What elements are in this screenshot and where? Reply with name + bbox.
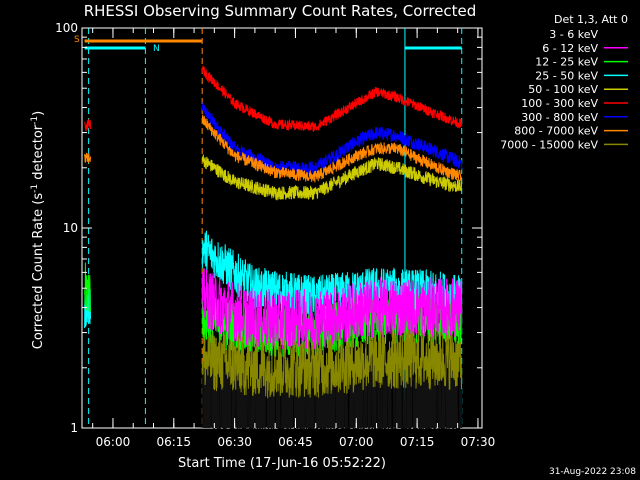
y-axis-label-exp2: -1 <box>30 116 40 125</box>
legend-label: 25 - 50 keV <box>535 69 598 82</box>
x-tick-label: 07:00 <box>339 435 374 449</box>
x-tick-label: 07:30 <box>461 435 496 449</box>
series-layer <box>84 65 463 429</box>
legend-label: 7000 - 15000 keV <box>500 138 598 151</box>
legend-label: 3 - 6 keV <box>549 28 598 41</box>
x-axis-label: Start Time (17-Jun-16 05:52:22) <box>178 456 386 471</box>
series-line-1 <box>201 268 463 350</box>
saa-annotation: S <box>74 35 80 45</box>
series-line-4 <box>201 154 463 201</box>
footer-timestamp: 31-Aug-2022 23:08 <box>549 467 636 477</box>
night-annotation: N <box>153 44 160 54</box>
x-tick-label: 07:15 <box>400 435 435 449</box>
legend-label: 100 - 300 keV <box>521 97 598 110</box>
y-tick-label: 10 <box>63 221 78 235</box>
legend-label: 300 - 800 keV <box>521 111 598 124</box>
legend-label: 50 - 100 keV <box>528 83 598 96</box>
x-tick-label: 06:15 <box>156 435 191 449</box>
y-tick-label: 1 <box>70 421 78 435</box>
series-line-8 <box>201 329 463 399</box>
series-line-5 <box>84 65 463 132</box>
legend-label: 12 - 25 keV <box>535 56 598 69</box>
x-tick-label: 06:30 <box>217 435 252 449</box>
axes-layer: 1 10 100 06:00 06:15 06:30 06:45 07:00 07:15 07:3… <box>55 21 495 449</box>
y-axis-label-main: Corrected Count Rate (s <box>31 193 46 350</box>
y-tick-label: 100 <box>55 21 78 35</box>
y-axis-label-end: ) <box>31 111 46 116</box>
series-line-7 <box>84 114 463 183</box>
legend-label: 6 - 12 keV <box>542 42 598 55</box>
y-axis-label-exp: -1 <box>30 184 40 193</box>
y-axis-label-mid: detector <box>31 124 46 184</box>
legend-label: 800 - 7000 keV <box>514 125 598 138</box>
x-tick-label: 06:00 <box>96 435 131 449</box>
chart-title: RHESSI Observing Summary Count Rates, Co… <box>84 2 477 20</box>
y-axis-label: Corrected Count Rate (s-1 detector-1) <box>30 111 46 349</box>
x-tick-label: 06:45 <box>278 435 313 449</box>
legend-title: Det 1,3, Att 0 <box>554 13 628 26</box>
